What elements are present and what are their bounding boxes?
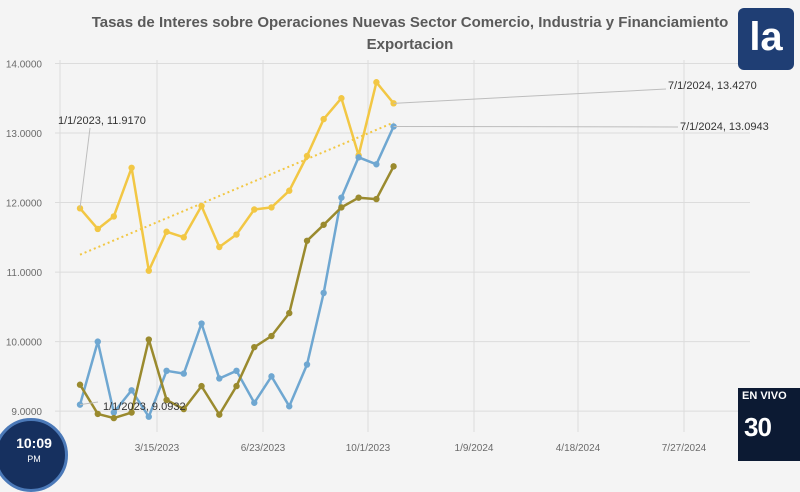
series-0-point xyxy=(180,234,187,241)
series-2-point xyxy=(390,163,397,170)
series-2-point xyxy=(268,332,275,340)
series-1-point xyxy=(268,373,275,380)
series-0-point xyxy=(286,187,293,194)
data-label: 1/1/2023, 9.0932 xyxy=(103,401,186,413)
series-0-point xyxy=(110,213,118,220)
x-tick-label: 10/1/2023 xyxy=(346,443,391,454)
x-tick-label: 6/23/2023 xyxy=(241,443,286,454)
y-tick-label: 13.0000 xyxy=(6,129,43,140)
data-label: 1/1/2023, 11.9170 xyxy=(58,115,146,127)
channel-logo: la xyxy=(738,8,794,70)
series-0-point xyxy=(303,152,311,160)
series-0-point xyxy=(216,243,223,251)
series-2-point xyxy=(76,381,84,388)
series-0-point xyxy=(94,225,101,233)
series-2-point xyxy=(94,410,101,418)
series-1-point xyxy=(180,370,187,377)
chart-title: Tasas de Interes sobre Operaciones Nueva… xyxy=(92,14,729,31)
series-2-point xyxy=(198,382,205,390)
x-axis-ticks: 23/15/20236/23/202310/1/20231/9/20244/18… xyxy=(57,443,706,454)
series-2-point xyxy=(233,382,240,390)
series-1-point xyxy=(110,409,118,416)
x-tick-label: 1/9/2024 xyxy=(455,443,494,454)
series-2-point xyxy=(320,221,327,228)
chart-title-line2: Exportacion xyxy=(367,36,454,53)
y-tick-label: 9.0000 xyxy=(11,407,42,418)
series-2 xyxy=(76,163,397,422)
series-1-point xyxy=(198,320,205,327)
series-1-point xyxy=(145,413,152,420)
clock-period: PM xyxy=(27,454,41,464)
series-1-point xyxy=(128,387,135,394)
y-tick-label: 10.0000 xyxy=(6,338,43,349)
series-0-line xyxy=(79,81,395,272)
logo-text: la xyxy=(749,15,783,59)
annotation-leader xyxy=(79,401,99,406)
series-1-point xyxy=(216,375,223,382)
series-1 xyxy=(76,123,397,420)
annotation-layer: 1/1/2023, 11.9170 7/1/2024, 13.4270 7/1/20… xyxy=(58,80,769,413)
series-2-point xyxy=(355,194,362,201)
series-1-point xyxy=(303,361,311,368)
series-2-point xyxy=(180,405,187,413)
series-2-point xyxy=(128,409,135,416)
annotation-leader xyxy=(79,127,91,209)
grid-layer xyxy=(55,60,750,432)
annotation-leader xyxy=(393,88,667,104)
series-2-point xyxy=(338,204,345,211)
trendline-layer xyxy=(79,121,394,256)
series-1-point xyxy=(251,399,258,406)
x-tick-label: 3/15/2023 xyxy=(135,443,180,454)
y-tick-label: 11.0000 xyxy=(7,268,43,279)
series-0-point xyxy=(268,204,275,211)
series-0-point xyxy=(145,267,152,274)
y-axis-ticks: 9.0000 10.0000 11.0000 12.0000 13.0000 14.000… xyxy=(6,59,43,418)
series-0-point xyxy=(198,202,205,210)
series-1-point xyxy=(355,154,362,161)
live-label: EN VIVO xyxy=(742,390,787,402)
x-tick-label: 4/18/2024 xyxy=(556,443,601,454)
annotation-leader xyxy=(393,125,679,128)
series-1-point xyxy=(338,194,345,201)
series-0-point xyxy=(233,231,240,238)
series-layer xyxy=(76,79,397,422)
broadcast-clock: 10:09 PM xyxy=(0,418,68,492)
series-2-point xyxy=(373,195,380,203)
series-0-trendline xyxy=(79,121,394,256)
series-2-point xyxy=(163,396,170,404)
series-2-line xyxy=(78,165,395,420)
data-label: 7/1/2024, 13.0943 xyxy=(680,121,769,133)
series-1-point xyxy=(320,289,327,297)
series-1-point xyxy=(163,367,170,375)
series-2-point xyxy=(110,414,118,422)
line-chart: Tasas de Interes sobre Operaciones Nueva… xyxy=(6,14,769,454)
live-badge: EN VIVO 30 xyxy=(738,388,800,461)
series-0-point xyxy=(163,228,170,235)
series-1-point xyxy=(373,161,380,168)
series-0-point xyxy=(338,95,345,102)
clock-time: 10:09 xyxy=(16,435,52,451)
series-2-point xyxy=(145,336,152,343)
series-0-point xyxy=(320,115,327,123)
live-number: 30 xyxy=(744,412,772,442)
series-2-point xyxy=(286,309,293,317)
series-0-point xyxy=(128,164,135,171)
series-1-point xyxy=(233,367,240,375)
series-0-point xyxy=(251,206,258,213)
series-1-point xyxy=(94,338,101,345)
y-tick-label: 14.0000 xyxy=(6,59,43,70)
series-2-point xyxy=(216,411,223,418)
y-tick-label: 12.0000 xyxy=(6,199,43,210)
data-label: 7/1/2024, 13.4270 xyxy=(668,80,757,92)
series-0-point xyxy=(373,79,380,86)
series-2-point xyxy=(251,343,258,351)
x-tick-label: 7/27/2024 xyxy=(662,443,707,454)
series-0 xyxy=(76,79,397,274)
series-2-point xyxy=(303,237,311,244)
series-1-point xyxy=(286,403,293,410)
